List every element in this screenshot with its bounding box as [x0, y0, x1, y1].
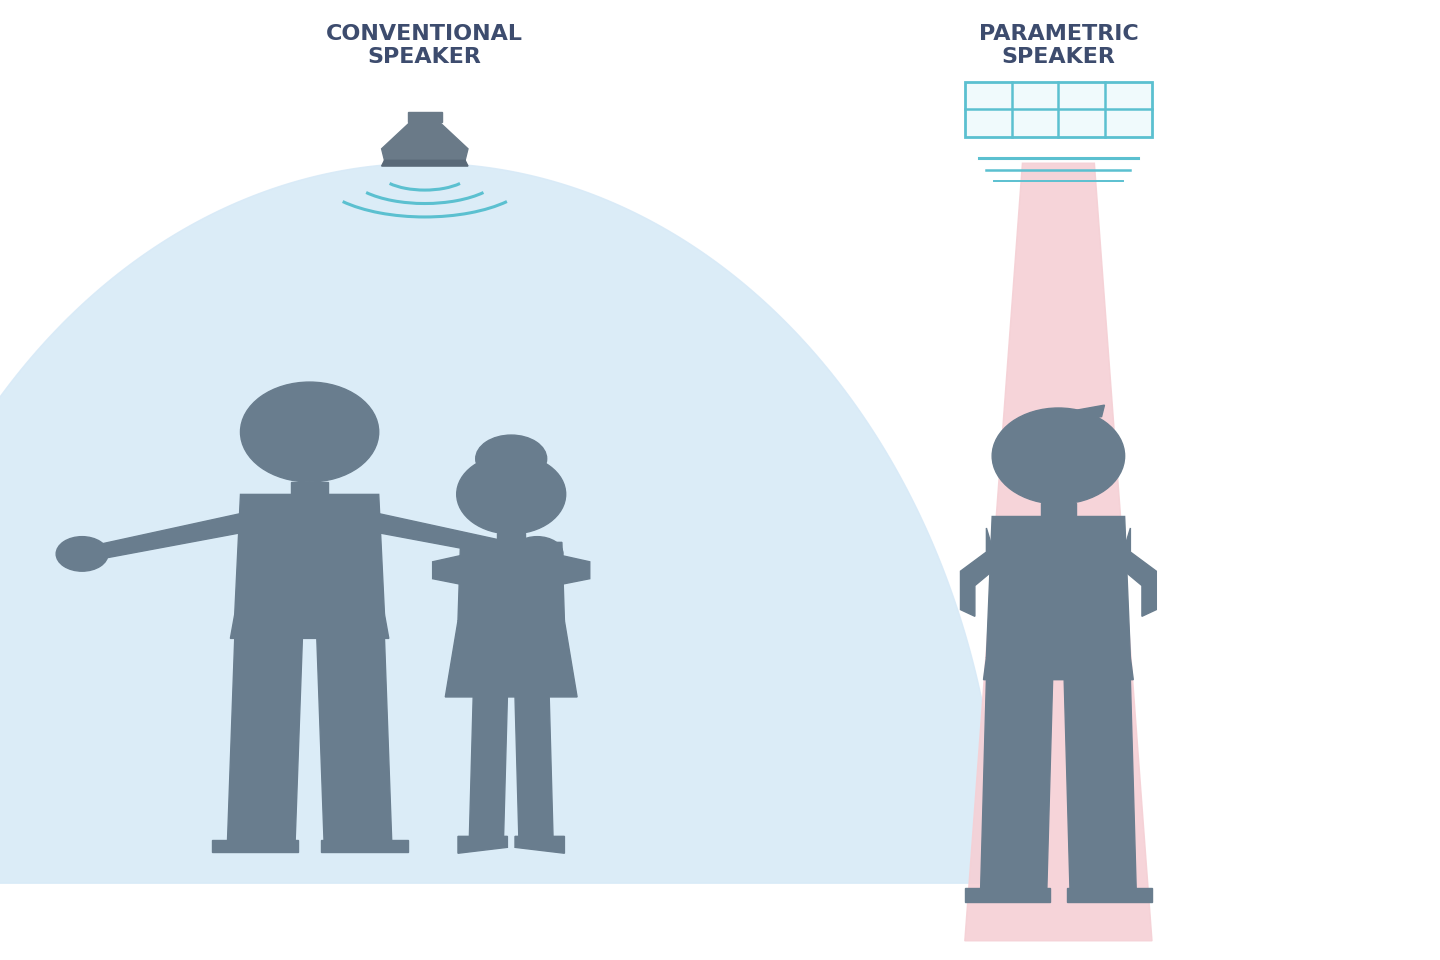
Circle shape [475, 435, 547, 482]
Polygon shape [230, 614, 389, 638]
Polygon shape [1119, 528, 1156, 616]
Circle shape [56, 537, 108, 571]
Polygon shape [317, 638, 392, 840]
Polygon shape [445, 621, 577, 697]
Polygon shape [965, 163, 1152, 941]
Ellipse shape [456, 454, 566, 534]
Polygon shape [1064, 680, 1136, 888]
Polygon shape [1051, 405, 1104, 424]
Polygon shape [228, 638, 302, 840]
Polygon shape [212, 840, 298, 852]
Polygon shape [86, 514, 240, 562]
Polygon shape [458, 542, 564, 621]
Polygon shape [1067, 888, 1152, 902]
Polygon shape [965, 888, 1050, 902]
Polygon shape [960, 528, 998, 616]
Circle shape [511, 537, 563, 571]
Polygon shape [986, 516, 1130, 658]
Polygon shape [382, 160, 468, 166]
Polygon shape [432, 555, 539, 600]
Ellipse shape [992, 408, 1125, 504]
FancyBboxPatch shape [965, 82, 1152, 137]
Polygon shape [469, 697, 507, 836]
Polygon shape [516, 836, 564, 853]
Polygon shape [382, 122, 468, 160]
Polygon shape [321, 840, 408, 852]
Polygon shape [1041, 503, 1076, 516]
Polygon shape [516, 697, 553, 836]
Polygon shape [408, 112, 442, 122]
Polygon shape [981, 680, 1053, 888]
Text: PARAMETRIC
SPEAKER: PARAMETRIC SPEAKER [979, 24, 1138, 67]
Polygon shape [484, 555, 590, 600]
Polygon shape [235, 494, 384, 614]
Polygon shape [984, 658, 1133, 680]
Text: CONVENTIONAL
SPEAKER: CONVENTIONAL SPEAKER [327, 24, 523, 67]
Polygon shape [0, 163, 1001, 883]
Polygon shape [458, 836, 507, 853]
Polygon shape [291, 482, 328, 494]
Polygon shape [379, 514, 533, 562]
Ellipse shape [240, 382, 379, 482]
Polygon shape [497, 533, 526, 542]
